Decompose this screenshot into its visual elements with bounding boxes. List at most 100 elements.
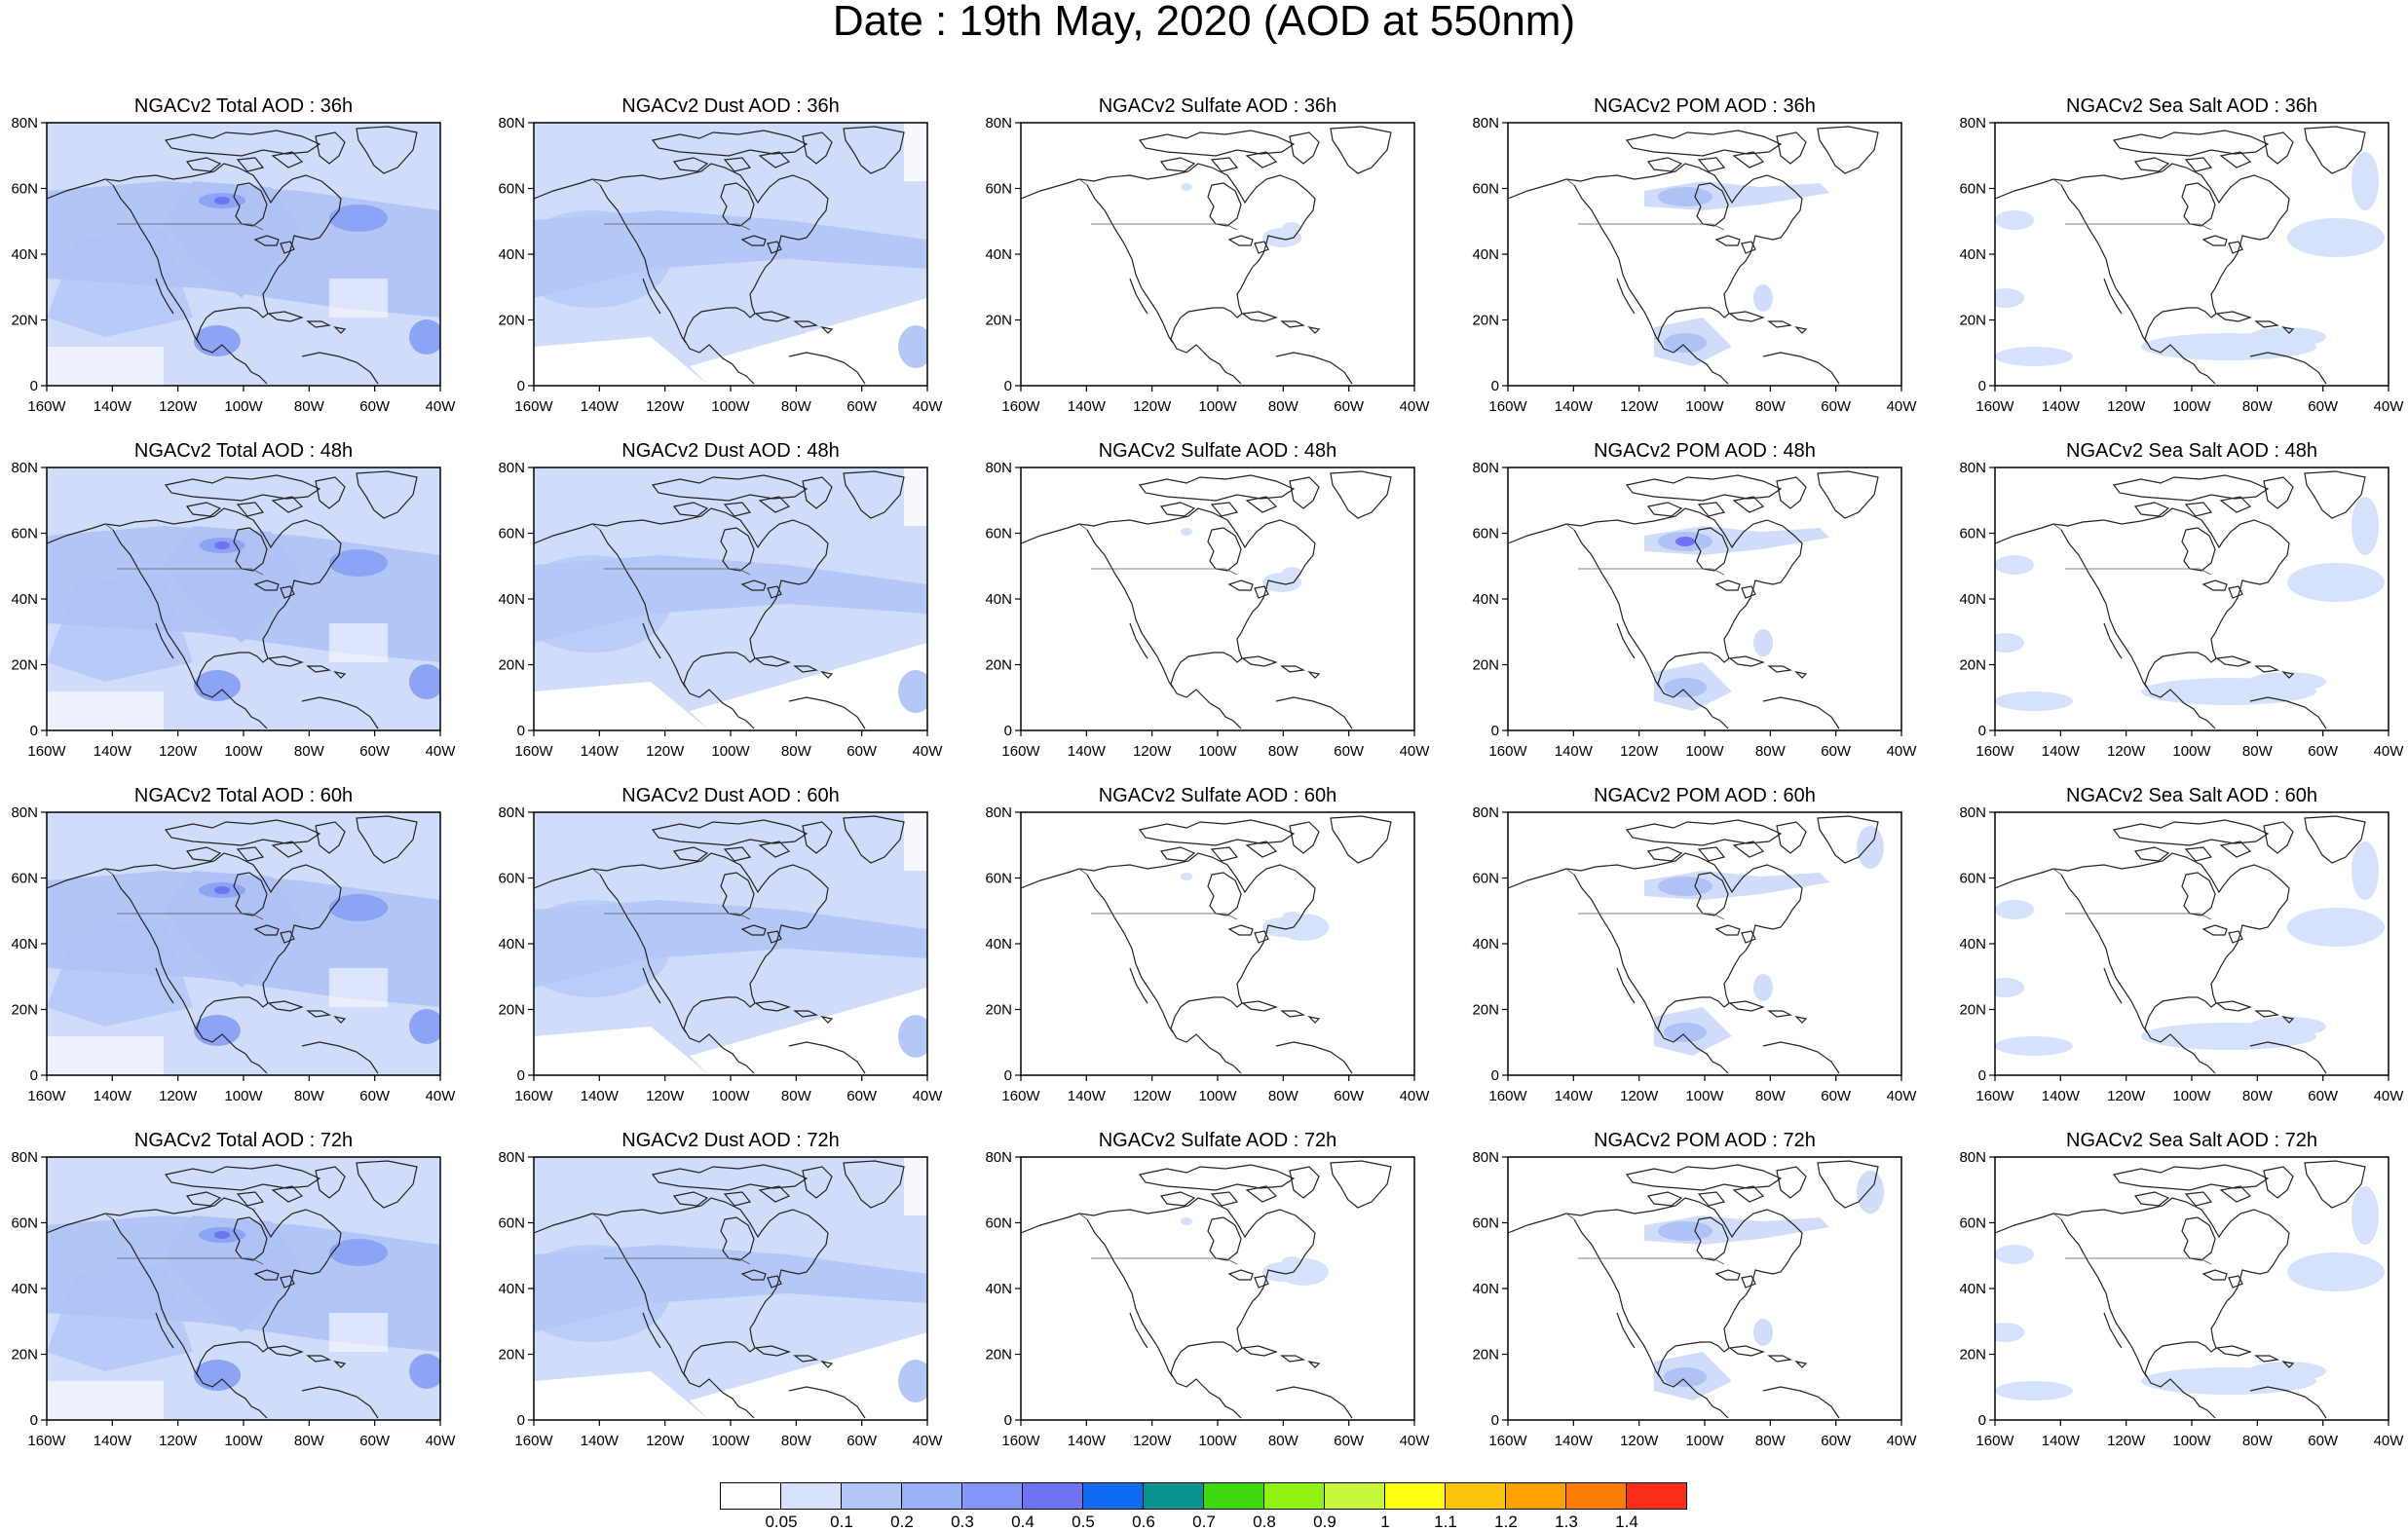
- aod-field: [47, 123, 440, 386]
- lat-tick-label: 0: [1978, 1067, 1986, 1084]
- lon-tick-label: 80W: [294, 743, 325, 760]
- lat-tick-label: 0: [30, 378, 38, 394]
- lat-tick-label: 40N: [1959, 246, 1986, 263]
- lat-tick-label: 60N: [11, 526, 38, 542]
- lon-tick-label: 140W: [1555, 1433, 1594, 1449]
- aod-field: [1021, 470, 1392, 729]
- panel-title: NGACv2 Dust AOD : 48h: [621, 440, 839, 462]
- colorbar-label: 0.7: [1192, 1513, 1216, 1531]
- lat-tick-label: 20N: [985, 313, 1012, 329]
- panel-title: NGACv2 Sulfate AOD : 72h: [1099, 1130, 1337, 1151]
- aod-field: [47, 467, 440, 730]
- colorbar-label: 1.1: [1434, 1513, 1457, 1531]
- lat-tick-label: 40N: [498, 1281, 525, 1297]
- lat-tick-label: 20N: [1472, 657, 1499, 674]
- lat-tick-label: 20N: [11, 1002, 38, 1019]
- colorbar-label: 1.4: [1615, 1513, 1638, 1531]
- lat-tick-label: 80N: [498, 115, 525, 131]
- lon-tick-label: 120W: [646, 398, 685, 415]
- lon-tick-label: 160W: [514, 398, 553, 415]
- lat-tick-label: 60N: [1472, 181, 1499, 198]
- aod-field: [1508, 470, 1879, 729]
- lat-tick-label: 60N: [498, 871, 525, 887]
- lat-tick-label: 40N: [1959, 936, 1986, 953]
- lat-tick-label: 80N: [1959, 1149, 1986, 1166]
- colorbar-label: 0.6: [1132, 1513, 1155, 1531]
- lon-tick-label: 140W: [94, 398, 132, 415]
- lat-tick-label: 40N: [985, 936, 1012, 953]
- colorbar-box: [841, 1482, 902, 1510]
- lat-tick-label: 40N: [985, 246, 1012, 263]
- lat-tick-label: 40N: [11, 936, 38, 953]
- aod-field: [1508, 126, 1879, 385]
- lon-tick-label: 60W: [1334, 398, 1365, 415]
- map-panel-sulfate-r2: NGACv2 Sulfate AOD : 48h 80N 60N 40N 20N 0 160…: [985, 440, 1430, 760]
- lon-tick-label: 80W: [1268, 398, 1299, 415]
- lon-tick-label: 140W: [2042, 1433, 2081, 1449]
- lat-tick-label: 20N: [985, 657, 1012, 674]
- lon-tick-label: 100W: [711, 743, 750, 760]
- lon-tick-label: 140W: [94, 743, 132, 760]
- lon-tick-label: 120W: [646, 743, 685, 760]
- lon-tick-label: 140W: [1555, 398, 1594, 415]
- lat-tick-label: 20N: [1959, 657, 1986, 674]
- lon-tick-label: 100W: [224, 1433, 263, 1449]
- lon-tick-label: 80W: [1268, 1433, 1299, 1449]
- colorbar-box: [720, 1482, 781, 1510]
- lon-tick-label: 160W: [1001, 1088, 1040, 1104]
- map-frame: [1020, 1156, 1415, 1421]
- colorbar-box: [961, 1482, 1023, 1510]
- lon-tick-label: 40W: [1400, 398, 1431, 415]
- lon-tick-label: 120W: [1133, 743, 1172, 760]
- lat-tick-label: 0: [1491, 378, 1499, 394]
- lon-tick-label: 160W: [27, 398, 66, 415]
- panel-title: NGACv2 Total AOD : 60h: [134, 785, 353, 806]
- map-panel-dust-r3: NGACv2 Dust AOD : 60h 80N 60N 40N 20N 0 160W 14…: [498, 785, 943, 1104]
- lat-tick-label: 40N: [11, 246, 38, 263]
- lon-tick-label: 100W: [1685, 743, 1724, 760]
- lon-tick-label: 120W: [1133, 1433, 1172, 1449]
- lon-tick-label: 80W: [781, 398, 812, 415]
- lat-tick-label: 20N: [11, 1347, 38, 1364]
- lat-tick-label: 40N: [1959, 1281, 1986, 1297]
- colorbar-box: [1505, 1482, 1566, 1510]
- lon-tick-label: 100W: [1198, 1088, 1237, 1104]
- colorbar-box: [1022, 1482, 1083, 1510]
- lon-tick-label: 100W: [711, 1088, 750, 1104]
- lat-tick-label: 60N: [1472, 526, 1499, 542]
- aod-field: [1021, 126, 1392, 385]
- map-panel-pom-r4: NGACv2 POM AOD : 72h 80N 60N 40N 20N 0 160W 140…: [1472, 1130, 1917, 1449]
- lat-tick-label: 80N: [985, 115, 1012, 131]
- panel-title: NGACv2 Sulfate AOD : 48h: [1099, 440, 1337, 462]
- lat-tick-label: 60N: [1472, 1215, 1499, 1232]
- lat-tick-label: 60N: [498, 526, 525, 542]
- lon-tick-label: 140W: [1555, 1088, 1594, 1104]
- colorbar-label: 1: [1380, 1513, 1390, 1531]
- lon-tick-label: 120W: [1620, 1433, 1659, 1449]
- lat-tick-label: 0: [517, 1067, 525, 1084]
- lon-tick-label: 120W: [159, 743, 198, 760]
- aod-field: [1021, 1160, 1392, 1419]
- colorbar-label: 0.5: [1072, 1513, 1095, 1531]
- map-panel-dust-r1: NGACv2 Dust AOD : 36h 80N 60N 40N 20N 0 160W 14…: [498, 95, 943, 415]
- lon-tick-label: 60W: [1334, 1088, 1365, 1104]
- lon-tick-label: 80W: [1755, 398, 1787, 415]
- panel-title: NGACv2 Sea Salt AOD : 60h: [2066, 785, 2317, 806]
- colorbar-box: [780, 1482, 842, 1510]
- lon-tick-label: 80W: [781, 743, 812, 760]
- colorbar-labels: 0.05 0.1 0.2 0.3 0.4 0.5 0.6 0.7 0.8 0.9 1 1.1 1.2 1.…: [721, 1513, 1687, 1532]
- lat-tick-label: 20N: [1959, 1002, 1986, 1019]
- lon-tick-label: 80W: [2242, 743, 2274, 760]
- lat-tick-label: 0: [517, 378, 525, 394]
- lon-tick-label: 160W: [1488, 1433, 1527, 1449]
- lat-tick-label: 0: [1978, 1412, 1986, 1429]
- lon-tick-label: 100W: [2172, 1088, 2211, 1104]
- lat-tick-label: 20N: [1959, 1347, 1986, 1364]
- colorbar-label: 0.05: [765, 1513, 798, 1531]
- lon-tick-label: 160W: [1001, 398, 1040, 415]
- lon-tick-label: 100W: [224, 743, 263, 760]
- lat-tick-label: 40N: [1472, 936, 1499, 953]
- lon-tick-label: 60W: [2308, 1088, 2339, 1104]
- lat-tick-label: 0: [30, 1067, 38, 1084]
- lat-tick-label: 40N: [498, 246, 525, 263]
